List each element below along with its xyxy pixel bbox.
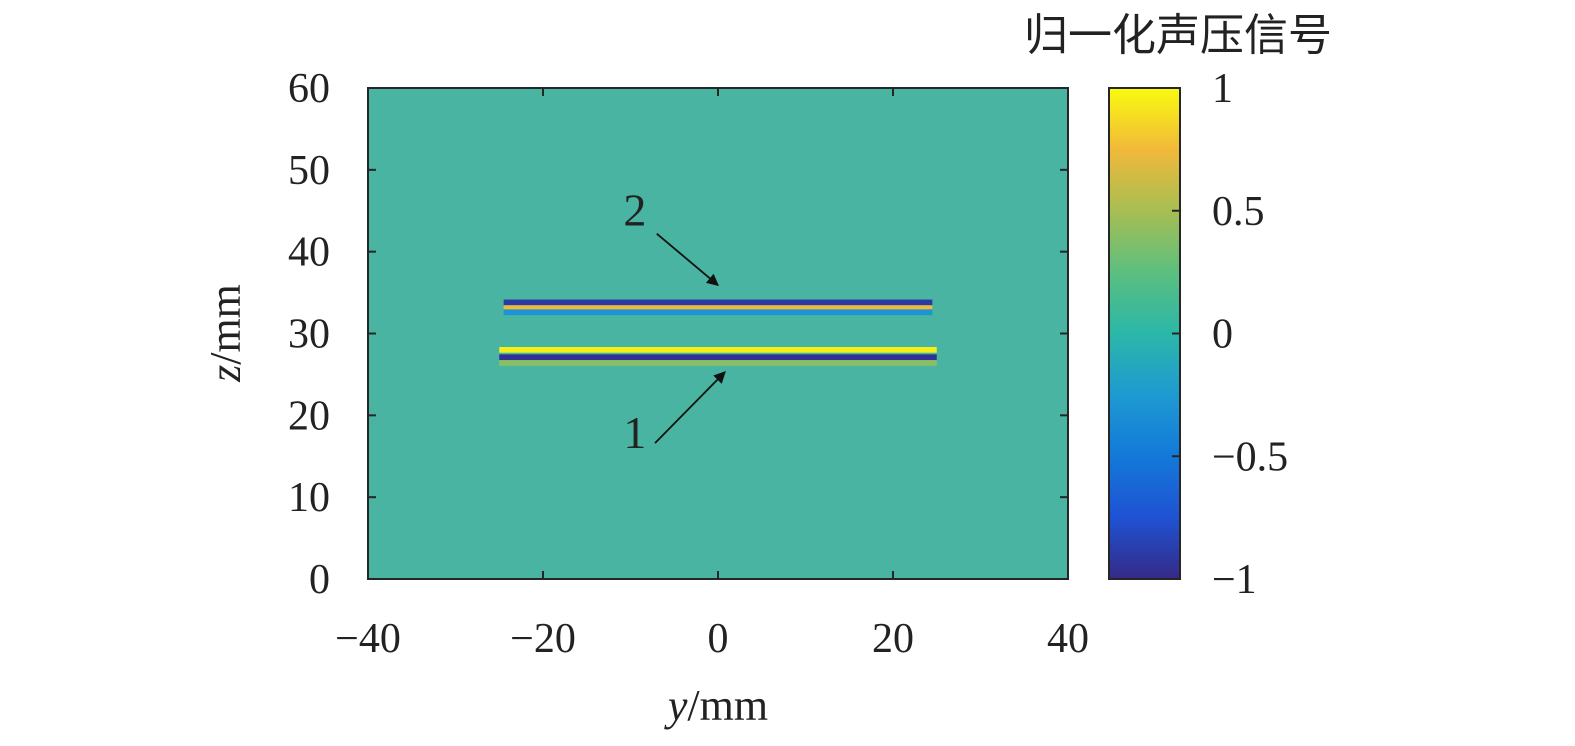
colorbar-tick-label: 0.5 xyxy=(1212,189,1265,235)
y-tick-label: 30 xyxy=(288,312,330,358)
interface-1-band-2 xyxy=(499,354,937,361)
interface-1-band-3 xyxy=(499,360,937,366)
y-tick-label: 20 xyxy=(288,393,330,439)
colorbar-tick-label: −0.5 xyxy=(1212,434,1288,480)
colorbar-title: 归一化声压信号 xyxy=(1024,10,1332,61)
annotation-label-1: 1 xyxy=(623,407,646,458)
x-tick-label: 0 xyxy=(708,616,729,662)
x-axis-variable: y xyxy=(664,681,688,730)
interface-1 xyxy=(499,347,937,366)
y-axis-label: z/mm xyxy=(201,284,250,383)
colorbar-tick-label: 1 xyxy=(1212,66,1233,112)
y-tick-label: 40 xyxy=(288,230,330,276)
x-tick-label: 40 xyxy=(1047,616,1089,662)
x-tick-labels: −40 −20 0 20 40 xyxy=(335,616,1089,662)
y-tick-label: 10 xyxy=(288,475,330,521)
plot-area xyxy=(367,87,1069,580)
interface-2 xyxy=(503,299,933,316)
y-tick-label: 60 xyxy=(288,66,330,112)
y-tick-label: 50 xyxy=(288,148,330,194)
annotation-arrow-1 xyxy=(654,371,726,444)
tick-marks xyxy=(367,87,1069,580)
interface-2-band-1 xyxy=(503,299,933,306)
annotation-arrow-2 xyxy=(656,232,719,286)
interface-2-band-2 xyxy=(503,305,933,311)
y-axis-unit: /mm xyxy=(201,284,250,365)
x-axis-label: y/mm xyxy=(664,681,768,730)
interface-1-band-1 xyxy=(499,347,937,353)
x-tick-label: −40 xyxy=(335,616,401,662)
x-tick-label: 20 xyxy=(872,616,914,662)
x-axis-unit: /mm xyxy=(687,681,768,730)
heatmap-features xyxy=(499,299,937,366)
x-tick-label: −20 xyxy=(510,616,576,662)
annotations: 21 xyxy=(623,184,726,458)
y-tick-label: 0 xyxy=(309,557,330,603)
interface-2-band-3 xyxy=(503,309,933,316)
colorbar-ticks: 1 0.5 0 −0.5 −1 xyxy=(1172,66,1288,603)
y-tick-labels: 0 10 20 30 40 50 60 xyxy=(288,66,330,603)
colorbar: 1 0.5 0 −0.5 −1 归一化声压信号 xyxy=(1024,10,1332,603)
colorbar-gradient xyxy=(1109,88,1180,579)
y-axis-variable: z xyxy=(201,365,250,383)
colorbar-tick-label: −1 xyxy=(1212,557,1257,603)
annotation-label-2: 2 xyxy=(623,184,646,235)
colorbar-tick-label: 0 xyxy=(1212,312,1233,358)
heatmap-background xyxy=(368,88,1068,579)
